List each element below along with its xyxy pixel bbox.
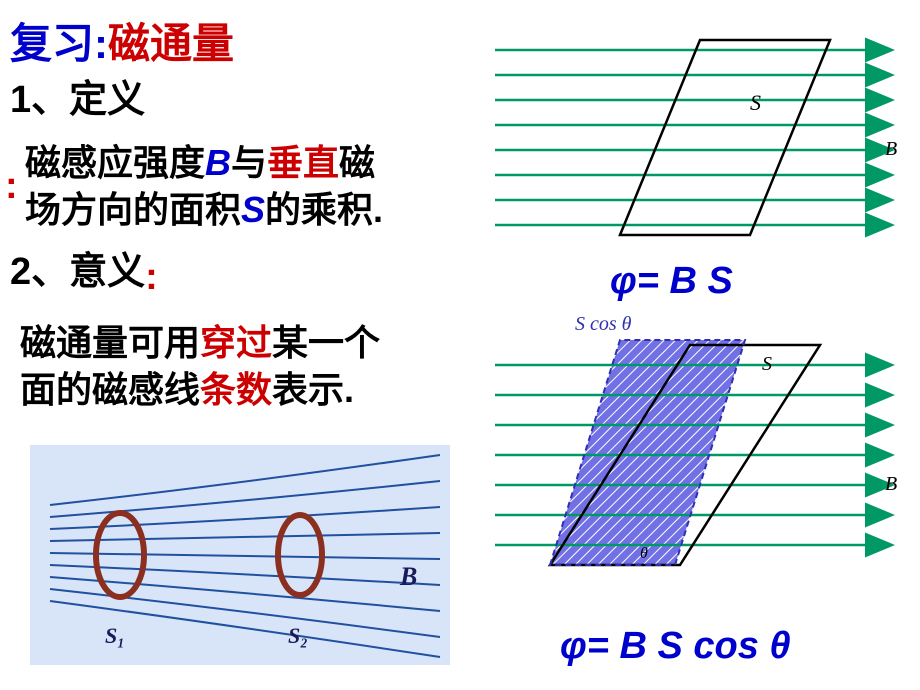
formula-phi-bscos: φ= B S cos θ [560,625,791,668]
heading-definition: 1、定义 [10,68,145,123]
label-S1: S₁ [105,623,125,648]
diagram-perpendicular-svg: S B [490,10,910,260]
slide-title: 复习:磁通量 [10,10,234,71]
label-S-bottom: S [762,353,772,375]
diagram-angled-svg: S cos θ S B θ [490,310,910,620]
bullet-1: : [5,165,18,208]
title-main: 磁通量 [108,20,234,67]
label-S-top: S [750,90,761,115]
definition-text: 磁感应强度B与垂直磁 场方向的面积S的乘积. [25,140,485,234]
label-S2: S₂ [288,623,308,648]
label-B-top: B [885,138,897,160]
label-Scos: S cos θ [575,313,632,335]
heading-meaning: 2、意义: [10,240,158,295]
fieldlines-svg: B S₁ S₂ [30,445,450,665]
bullet-2: : [145,256,158,298]
title-prefix: 复习: [10,20,108,67]
label-B-img: B [399,562,417,591]
meaning-text: 磁通量可用穿过某一个 面的磁感线条数表示. [20,320,480,414]
diagram-perpendicular: S B [490,10,910,265]
label-theta: θ [640,545,648,562]
fieldlines-image: B S₁ S₂ [30,445,450,670]
label-B-bottom: B [885,473,897,495]
diagram-angled: S cos θ S B θ [490,310,910,625]
formula-phi-bs: φ= B S [610,260,733,303]
